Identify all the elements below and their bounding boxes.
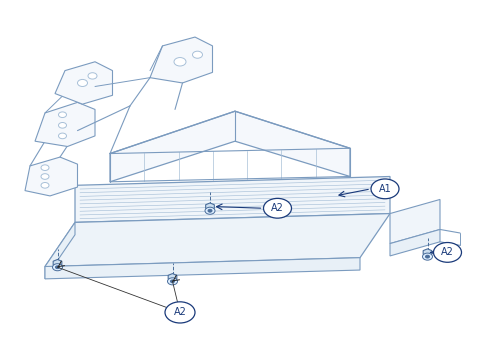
Polygon shape xyxy=(423,249,432,256)
Polygon shape xyxy=(150,37,212,83)
Circle shape xyxy=(88,73,97,79)
Polygon shape xyxy=(45,222,75,279)
Text: A2: A2 xyxy=(271,203,284,213)
Polygon shape xyxy=(35,102,95,146)
Circle shape xyxy=(192,51,202,58)
Circle shape xyxy=(174,58,186,66)
Polygon shape xyxy=(390,199,440,244)
Polygon shape xyxy=(45,214,390,267)
Circle shape xyxy=(168,278,177,285)
Circle shape xyxy=(165,302,195,323)
Circle shape xyxy=(58,122,66,128)
Text: A1: A1 xyxy=(378,184,392,194)
Circle shape xyxy=(41,174,49,179)
Polygon shape xyxy=(390,229,440,256)
Circle shape xyxy=(58,112,66,118)
Circle shape xyxy=(78,79,88,86)
Polygon shape xyxy=(75,176,390,222)
Text: A2: A2 xyxy=(174,307,186,317)
Circle shape xyxy=(56,266,60,269)
Polygon shape xyxy=(53,259,62,267)
Circle shape xyxy=(170,280,174,283)
Circle shape xyxy=(264,198,291,218)
Circle shape xyxy=(58,133,66,139)
Polygon shape xyxy=(25,157,78,196)
Circle shape xyxy=(434,243,462,262)
Circle shape xyxy=(426,255,430,258)
Circle shape xyxy=(208,209,212,212)
Circle shape xyxy=(52,264,62,271)
Polygon shape xyxy=(55,62,112,104)
Polygon shape xyxy=(206,203,214,210)
Circle shape xyxy=(41,183,49,188)
Circle shape xyxy=(205,207,215,214)
Polygon shape xyxy=(168,274,177,281)
Text: A2: A2 xyxy=(441,247,454,257)
Circle shape xyxy=(371,179,399,199)
Polygon shape xyxy=(45,258,360,279)
Polygon shape xyxy=(110,111,350,182)
Circle shape xyxy=(422,253,432,260)
Circle shape xyxy=(41,165,49,170)
